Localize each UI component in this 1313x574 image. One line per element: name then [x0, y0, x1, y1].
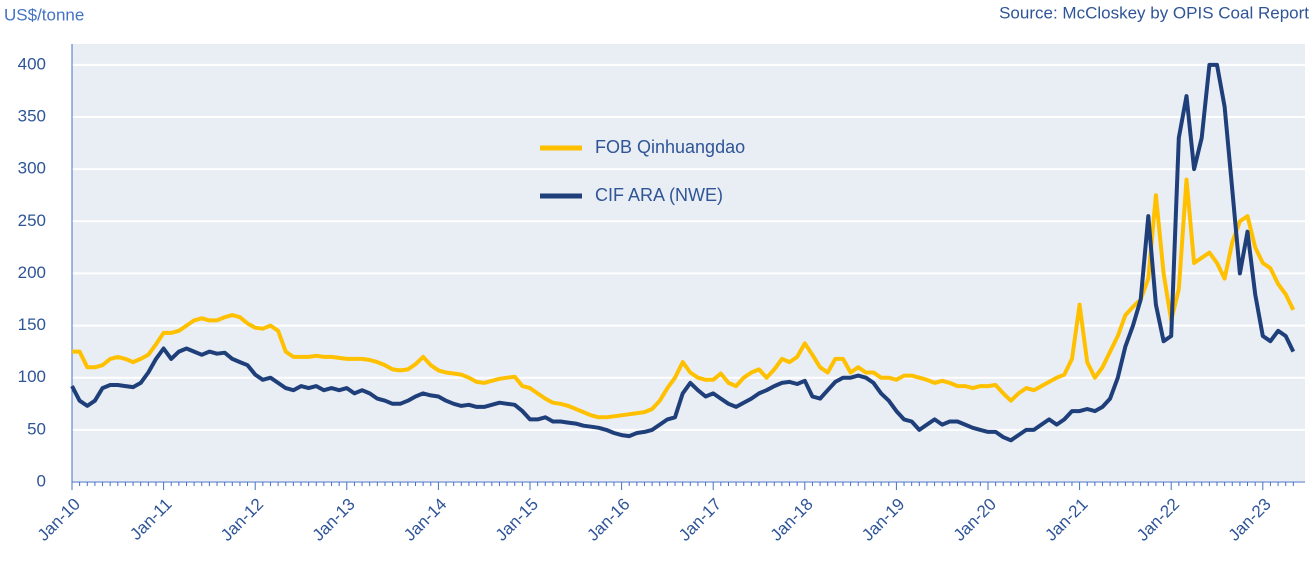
x-tick-label: Jan-19 — [858, 495, 908, 545]
line-series — [72, 177, 1296, 420]
x-tick-label: Jan-10 — [34, 495, 84, 545]
source: Source: McCloskey by OPIS Coal Report — [999, 3, 1309, 22]
y-tick-label: 200 — [18, 263, 46, 282]
x-tick-label: Jan-17 — [675, 495, 725, 545]
plot-area — [72, 44, 1305, 482]
x-tick-label: Jan-13 — [309, 495, 359, 545]
line-series — [70, 62, 1296, 443]
x-tick-label: Jan-18 — [767, 495, 817, 545]
x-tick-label: Jan-12 — [217, 495, 267, 545]
x-tick-label: Jan-14 — [400, 495, 450, 545]
x-tick-label: Jan-11 — [126, 495, 175, 544]
legend-label: FOB Qinhuangdao — [595, 137, 745, 157]
y-tick-label: 150 — [18, 315, 46, 334]
x-tick-label: Jan-22 — [1133, 495, 1183, 545]
y-tick-label: 300 — [18, 159, 46, 178]
y-tick-label: 100 — [18, 367, 46, 386]
y-tick-label: 350 — [18, 106, 46, 125]
x-tick-label: Jan-15 — [492, 495, 542, 545]
y-tick-label: 400 — [18, 54, 46, 73]
y-tick-label: 50 — [27, 419, 46, 438]
y-tick-label: 250 — [18, 211, 46, 230]
x-tick-label: Jan-20 — [950, 495, 1000, 545]
legend-label: CIF ARA (NWE) — [595, 185, 723, 205]
y-tick-label: 0 — [37, 471, 46, 490]
y-axis-label: US$/tonne — [4, 5, 84, 24]
x-tick-label: Jan-21 — [1041, 495, 1091, 545]
x-tick-label: Jan-16 — [583, 495, 633, 545]
x-tick-label: Jan-23 — [1225, 495, 1275, 545]
